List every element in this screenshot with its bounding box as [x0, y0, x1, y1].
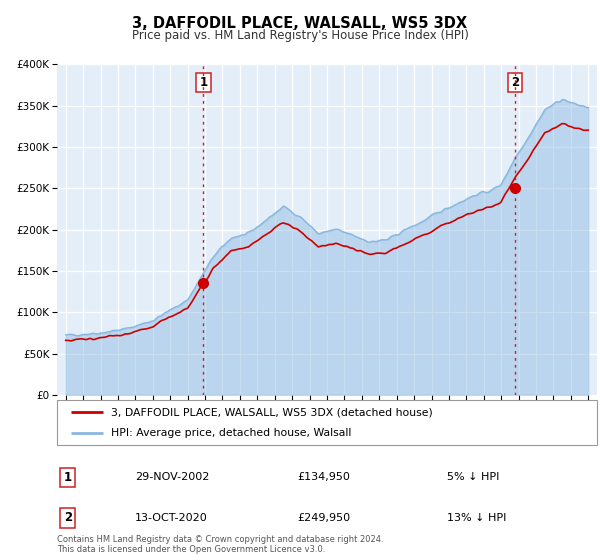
Text: 2: 2: [511, 76, 519, 89]
Text: £134,950: £134,950: [297, 473, 350, 482]
Text: 13-OCT-2020: 13-OCT-2020: [135, 513, 208, 522]
Text: Price paid vs. HM Land Registry's House Price Index (HPI): Price paid vs. HM Land Registry's House …: [131, 29, 469, 42]
FancyBboxPatch shape: [57, 400, 597, 445]
Text: HPI: Average price, detached house, Walsall: HPI: Average price, detached house, Wals…: [111, 428, 352, 438]
Text: 1: 1: [199, 76, 208, 89]
Text: 3, DAFFODIL PLACE, WALSALL, WS5 3DX (detached house): 3, DAFFODIL PLACE, WALSALL, WS5 3DX (det…: [111, 408, 433, 418]
Text: 1: 1: [64, 471, 72, 484]
Text: 5% ↓ HPI: 5% ↓ HPI: [447, 473, 499, 482]
Text: 3, DAFFODIL PLACE, WALSALL, WS5 3DX: 3, DAFFODIL PLACE, WALSALL, WS5 3DX: [133, 16, 467, 31]
Text: 13% ↓ HPI: 13% ↓ HPI: [447, 513, 506, 522]
Text: 29-NOV-2002: 29-NOV-2002: [135, 473, 209, 482]
Text: £249,950: £249,950: [297, 513, 350, 522]
Text: Contains HM Land Registry data © Crown copyright and database right 2024.
This d: Contains HM Land Registry data © Crown c…: [57, 535, 383, 554]
Text: 2: 2: [64, 511, 72, 524]
